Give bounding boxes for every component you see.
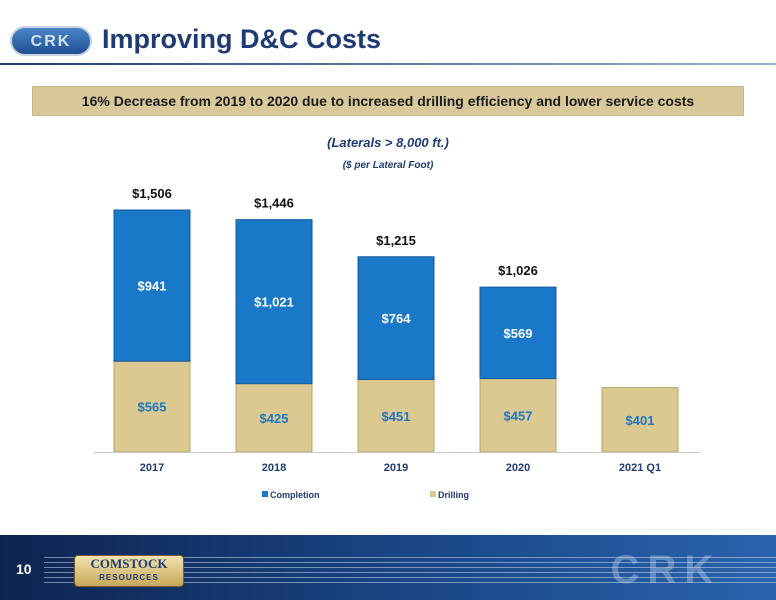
footer-logo: COMSTOCK RESOURCES: [74, 555, 184, 587]
company-logo: CRK: [10, 26, 92, 56]
slide-footer: 10 COMSTOCK RESOURCES CRK: [0, 535, 776, 600]
label-total-2019: $1,215: [376, 233, 416, 248]
label-drilling-2017: $565: [138, 400, 167, 415]
x-tick-2017: 2017: [140, 462, 164, 474]
label-drilling-2018: $425: [260, 411, 289, 426]
label-completion-2019: $764: [382, 311, 412, 326]
bar-completion-2019: [357, 256, 435, 381]
label-drilling-2021 Q1: $401: [626, 413, 655, 428]
stacked-bar-chart: $565 $941 $1,506 2017 $425 $1,021 $1,446 2018 $4…: [94, 186, 700, 500]
legend-label-completion: Completion: [270, 490, 320, 500]
bar-completion-2020: [479, 286, 557, 380]
bar-completion-2018: [235, 219, 313, 385]
legend-swatch-drilling: [430, 491, 436, 497]
label-total-2017: $1,506: [132, 186, 172, 201]
label-total-2018: $1,446: [254, 196, 294, 211]
chart-subtitle-secondary: ($ per Lateral Foot): [342, 160, 434, 171]
slide-header: CRK Improving D&C Costs: [0, 0, 776, 70]
footer-logo-line2: RESOURCES: [99, 573, 159, 582]
summary-banner: 16% Decrease from 2019 to 2020 due to in…: [32, 86, 744, 116]
label-drilling-2020: $457: [504, 408, 533, 423]
x-tick-2021 Q1: 2021 Q1: [619, 462, 661, 474]
chart-subtitle-primary: (Laterals > 8,000 ft.): [327, 135, 449, 150]
x-tick-2019: 2019: [384, 462, 408, 474]
footer-watermark: CRK: [610, 548, 722, 592]
footer-logo-line1: COMSTOCK: [90, 556, 168, 571]
label-drilling-2019: $451: [382, 409, 411, 424]
bar-drilling-2017: [113, 360, 191, 453]
label-completion-2018: $1,021: [254, 295, 294, 310]
label-total-2020: $1,026: [498, 263, 538, 278]
legend-label-drilling: Drilling: [438, 490, 469, 500]
label-completion-2017: $941: [138, 279, 167, 294]
bar-drilling-2020: [479, 378, 557, 453]
legend-swatch-completion: [262, 491, 268, 497]
x-tick-2018: 2018: [262, 462, 286, 474]
header-divider: [0, 63, 776, 65]
bar-completion-2017: [113, 209, 191, 362]
x-tick-2020: 2020: [506, 462, 530, 474]
page-number: 10: [16, 561, 32, 577]
slide-title: Improving D&C Costs: [102, 24, 382, 54]
logo-text: CRK: [30, 33, 72, 50]
label-completion-2020: $569: [504, 326, 533, 341]
